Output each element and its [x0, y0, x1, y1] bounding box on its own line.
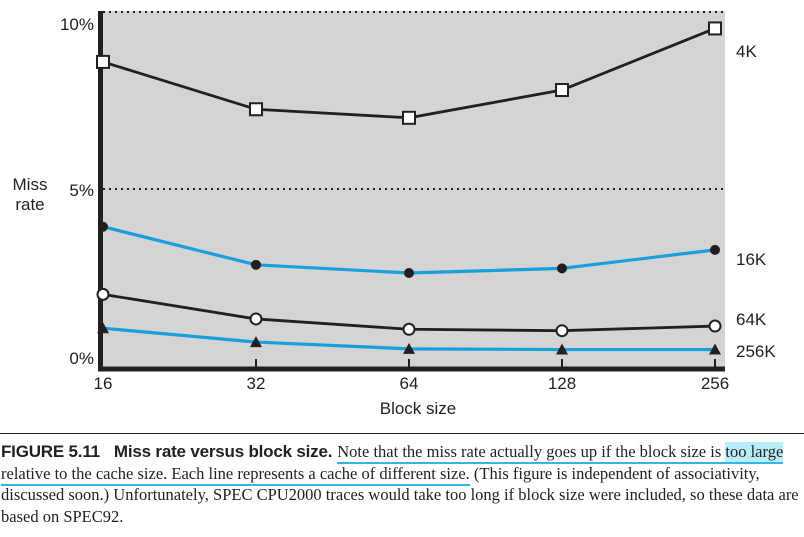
series-label-256K: 256K	[736, 341, 776, 361]
marker-filled-circle-16K	[98, 221, 108, 232]
marker-filled-triangle-256K	[709, 343, 721, 355]
caption-underlined-text-1: Note that the miss rate actually goes up…	[337, 442, 726, 464]
figure-title: Miss rate versus block size.	[113, 442, 333, 461]
marker-open-square-4K	[96, 54, 110, 69]
marker-open-circle-64K	[402, 322, 416, 336]
plot-area	[96, 11, 725, 372]
x-tick-label-32: 32	[246, 374, 266, 393]
marker-filled-triangle-256K	[403, 342, 415, 354]
series-label-64K: 64K	[736, 310, 767, 330]
caption-underlined-text-2: relative to the cache size. Each line re…	[1, 463, 470, 486]
marker-open-square-4K	[708, 21, 722, 36]
marker-filled-circle-16K	[251, 259, 261, 270]
y-axis-title: Miss rate	[12, 175, 48, 214]
marker-open-square-4K	[249, 102, 263, 117]
x-tick-label-64: 64	[399, 374, 419, 393]
marker-filled-triangle-256K	[250, 336, 262, 348]
marker-open-circle-64K	[555, 324, 569, 338]
figure-caption: FIGURE 5.11 Miss rate versus block size. N…	[0, 441, 804, 527]
miss-rate-chart: Miss rate 10% 5% 0% 16 32 64 128 256 Block siz…	[12, 11, 776, 418]
caption-text: (This figure is independent of associati…	[1, 463, 799, 526]
x-tick-label-256: 256	[700, 374, 730, 393]
marker-filled-triangle-256K	[556, 343, 568, 355]
caption-divider	[0, 433, 804, 434]
caption-highlighted-text: too large	[725, 442, 784, 464]
marker-filled-circle-16K	[404, 268, 414, 279]
x-tick-label-16: 16	[93, 374, 113, 393]
marker-open-circle-64K	[708, 319, 722, 333]
x-axis-title: Block size	[379, 399, 457, 418]
marker-filled-circle-16K	[710, 244, 720, 255]
marker-filled-circle-16K	[557, 263, 567, 274]
marker-open-circle-64K	[96, 287, 110, 301]
y-tick-label-5: 5%	[69, 181, 94, 200]
figure-number: FIGURE 5.11	[1, 442, 100, 461]
marker-filled-triangle-256K	[97, 322, 109, 334]
x-tick-label-128: 128	[547, 374, 577, 393]
marker-open-circle-64K	[249, 312, 263, 326]
y-tick-label-0: 0%	[69, 349, 94, 368]
marker-open-square-4K	[402, 110, 416, 125]
y-tick-label-10: 10%	[59, 15, 94, 34]
series-label-4K: 4K	[736, 42, 757, 62]
series-label-16K: 16K	[736, 249, 767, 269]
marker-open-square-4K	[555, 83, 569, 98]
